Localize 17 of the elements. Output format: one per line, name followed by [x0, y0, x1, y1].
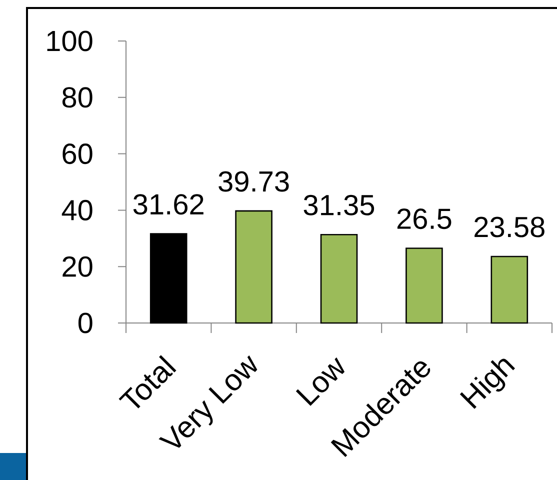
- y-tick-label: 0: [78, 312, 92, 334]
- bar: [490, 256, 528, 324]
- y-tick-label: 20: [62, 256, 92, 277]
- data-label: 31.35: [304, 194, 374, 216]
- data-label: 39.73: [218, 171, 289, 192]
- bar: [406, 248, 443, 324]
- y-tick-label: 80: [62, 87, 92, 108]
- data-label: 23.58: [474, 216, 544, 238]
- bar: [150, 233, 188, 324]
- data-label: 31.62: [133, 194, 204, 215]
- bar: [320, 234, 358, 324]
- y-tick-label: 40: [62, 200, 92, 220]
- y-tick-label: 100: [47, 30, 92, 52]
- bar: [235, 210, 272, 324]
- data-label: 26.5: [397, 208, 452, 230]
- y-tick-label: 60: [62, 144, 92, 164]
- x-tick-label: High: [460, 358, 516, 409]
